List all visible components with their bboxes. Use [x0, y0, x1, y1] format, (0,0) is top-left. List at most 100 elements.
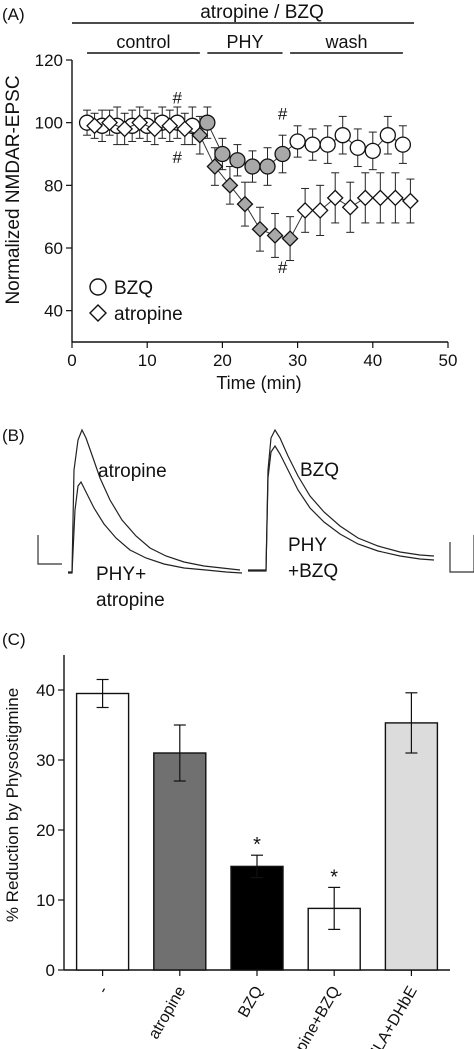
- x-tick-label-a: 0: [67, 351, 76, 370]
- x-axis-label-a: Time (min): [216, 373, 301, 393]
- trace-label-phy-plus: PHY+: [96, 564, 146, 585]
- legend-label-atropine: atropine: [114, 304, 183, 325]
- bar-1: [153, 752, 207, 971]
- data-point-atropine: [116, 120, 134, 138]
- significance-mark: #: [173, 89, 183, 108]
- data-point-atropine: [311, 201, 329, 219]
- trace-label-bzq: BZQ: [300, 460, 339, 481]
- segment-label-0: control: [116, 32, 170, 52]
- x-tick-label-a: 20: [213, 351, 232, 370]
- left-traces: atropine PHY+ atropine: [37, 428, 243, 611]
- condition-segments: control PHY wash: [87, 32, 403, 54]
- panel-c-label: (C): [2, 630, 26, 649]
- y-tick-label-a: 120: [35, 51, 63, 70]
- data-point-atropine: [131, 114, 149, 132]
- right-traces: BZQ PHY +BZQ: [248, 428, 474, 582]
- significance-star: *: [330, 866, 338, 888]
- data-point-bzq: [334, 127, 351, 144]
- data-point-bzq: [394, 136, 412, 153]
- time-course-chart: Normalized NMDAR-EPSC Time (min) 40 60 80 1…: [3, 51, 457, 393]
- legend-marker-bzq: [89, 278, 107, 296]
- data-point-atropine: [206, 158, 224, 175]
- trace-atropine: [68, 428, 241, 573]
- bar-0: [75, 692, 130, 971]
- significance-star: *: [253, 834, 261, 856]
- y-axis-label-a: Normalized NMDAR-EPSC: [3, 75, 24, 304]
- panel-b-label: (B): [2, 426, 25, 445]
- data-point-atropine: [341, 198, 359, 216]
- legend-a: BZQ atropine: [89, 278, 183, 325]
- data-point-atropine: [326, 189, 344, 207]
- data-point-bzq: [274, 145, 291, 163]
- data-point-bzq: [214, 145, 231, 163]
- trace-phy-bzq: [248, 444, 435, 572]
- top-bar-label: atropine / BZQ: [200, 2, 324, 23]
- data-point-atropine: [251, 220, 269, 238]
- category-label: atropine+BZQ: [279, 984, 344, 1049]
- trace-label-phy: PHY: [288, 535, 327, 556]
- data-point-atropine: [356, 189, 374, 207]
- y-tick-label-a: 100: [35, 114, 63, 133]
- data-point-bzq: [349, 139, 366, 156]
- category-label: BZQ: [235, 984, 266, 1021]
- scale-bar-left: [37, 535, 62, 565]
- x-tick-label-a: 40: [363, 351, 382, 370]
- data-point-atropine: [296, 201, 314, 219]
- y-tick-label-c: 40: [36, 681, 55, 700]
- significance-mark: #: [278, 104, 288, 123]
- significance-mark: #: [278, 258, 288, 277]
- data-point-atropine: [236, 195, 254, 213]
- segment-label-1: PHY: [226, 32, 263, 52]
- axes-a: 40 60 80 100 120 0 10 20 30 40 50: [35, 51, 458, 370]
- data-point-bzq: [319, 136, 336, 153]
- data-point-bzq: [244, 158, 261, 175]
- data-point-atropine: [146, 120, 164, 138]
- data-point-atropine: [86, 117, 103, 135]
- panel-a-label: (A): [2, 5, 25, 24]
- data-point-atropine: [176, 120, 194, 138]
- bar-4: [384, 722, 439, 971]
- y-tick-label-c: 0: [46, 961, 55, 980]
- trace-label-atropine: atropine: [98, 461, 167, 482]
- bar-2: [230, 865, 284, 971]
- significance-mark: #: [173, 148, 183, 167]
- data-point-bzq: [379, 127, 396, 144]
- data-point-atropine: [161, 117, 179, 135]
- data-point-atropine: [191, 126, 209, 144]
- category-label: MLA+DHbE: [364, 984, 421, 1049]
- data-point-bzq: [364, 142, 381, 160]
- panel-a-header: atropine / BZQ control PHY wash: [72, 2, 414, 54]
- data-point-bzq: [304, 136, 321, 153]
- x-tick-label-a: 30: [288, 351, 307, 370]
- data-point-bzq: [199, 114, 216, 131]
- data-point-atropine: [221, 176, 239, 194]
- y-tick-label-a: 80: [44, 176, 63, 195]
- data-point-atropine: [371, 189, 389, 207]
- data-point-bzq: [289, 133, 306, 150]
- data-point-bzq: [259, 158, 276, 175]
- y-tick-label-c: 20: [36, 821, 55, 840]
- bar-chart: % Reduction by Physostigmine 0 10 20 30 40 -…: [3, 655, 450, 1049]
- segment-label-2: wash: [324, 32, 367, 52]
- trace-label-atropine-2: atropine: [96, 590, 165, 611]
- data-marks-c: - atropine * BZQ * atropine+BZQ MLA+DHbE: [75, 678, 439, 1049]
- trace-phy-atropine: [68, 480, 243, 574]
- trace-label-plus-bzq: +BZQ: [288, 561, 338, 582]
- data-point-bzq: [229, 152, 246, 169]
- data-point-atropine: [266, 227, 284, 244]
- y-tick-label-c: 10: [36, 891, 55, 910]
- y-tick-label-c: 30: [36, 751, 55, 770]
- x-tick-label-a: 10: [138, 351, 157, 370]
- y-tick-label-a: 40: [44, 302, 63, 321]
- legend-label-bzq: BZQ: [114, 278, 153, 299]
- data-point-atropine: [101, 114, 119, 132]
- data-point-atropine: [386, 189, 404, 207]
- x-tick-label-a: 50: [439, 351, 458, 370]
- legend-marker-atropine: [89, 304, 107, 322]
- data-point-atropine: [281, 230, 299, 248]
- scale-bar-right: [449, 535, 474, 573]
- y-axis-label-c: % Reduction by Physostigmine: [3, 688, 22, 922]
- category-label: -: [95, 984, 112, 997]
- series-line-atropine: [94, 122, 411, 240]
